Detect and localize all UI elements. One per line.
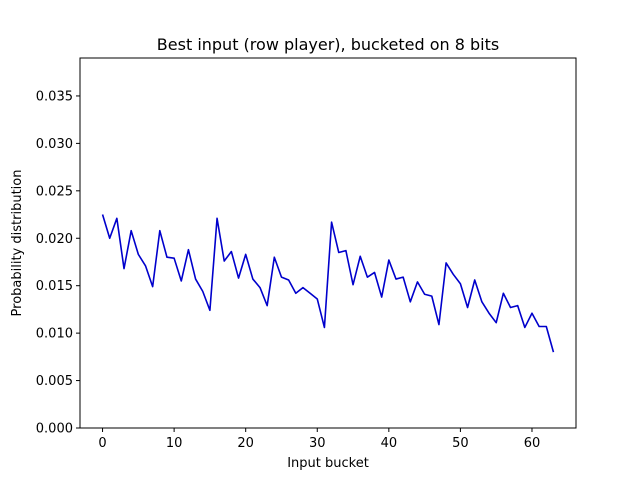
x-tick-label: 40	[381, 436, 398, 451]
x-tick-label: 30	[309, 436, 326, 451]
y-tick-label: 0.015	[36, 279, 73, 294]
x-tick-label: 60	[524, 436, 541, 451]
y-tick-label: 0.000	[36, 422, 73, 437]
y-axis-label: Probability distribution	[10, 170, 25, 317]
y-tick-label: 0.025	[36, 184, 73, 199]
x-axis: 0 10 20 30 40 50 60	[98, 428, 540, 451]
y-tick-label: 0.035	[36, 89, 73, 104]
chart-title: Best input (row player), bucketed on 8 b…	[157, 35, 499, 54]
plot-area	[79, 57, 577, 429]
x-tick-label: 50	[452, 436, 469, 451]
x-axis-label: Input bucket	[287, 456, 369, 471]
y-tick-label: 0.005	[36, 374, 73, 389]
series-line-0	[101, 214, 555, 353]
y-tick-label: 0.020	[36, 232, 73, 247]
y-tick-label: 0.030	[36, 137, 73, 152]
x-tick-label: 10	[166, 436, 183, 451]
x-tick-label: 20	[237, 436, 254, 451]
y-axis: 0.000 0.005 0.010 0.015 0.020 0.025 0.030 0.035	[36, 89, 80, 437]
y-tick-label: 0.010	[36, 327, 73, 342]
x-tick-label: 0	[98, 436, 106, 451]
series-layer	[101, 214, 555, 353]
